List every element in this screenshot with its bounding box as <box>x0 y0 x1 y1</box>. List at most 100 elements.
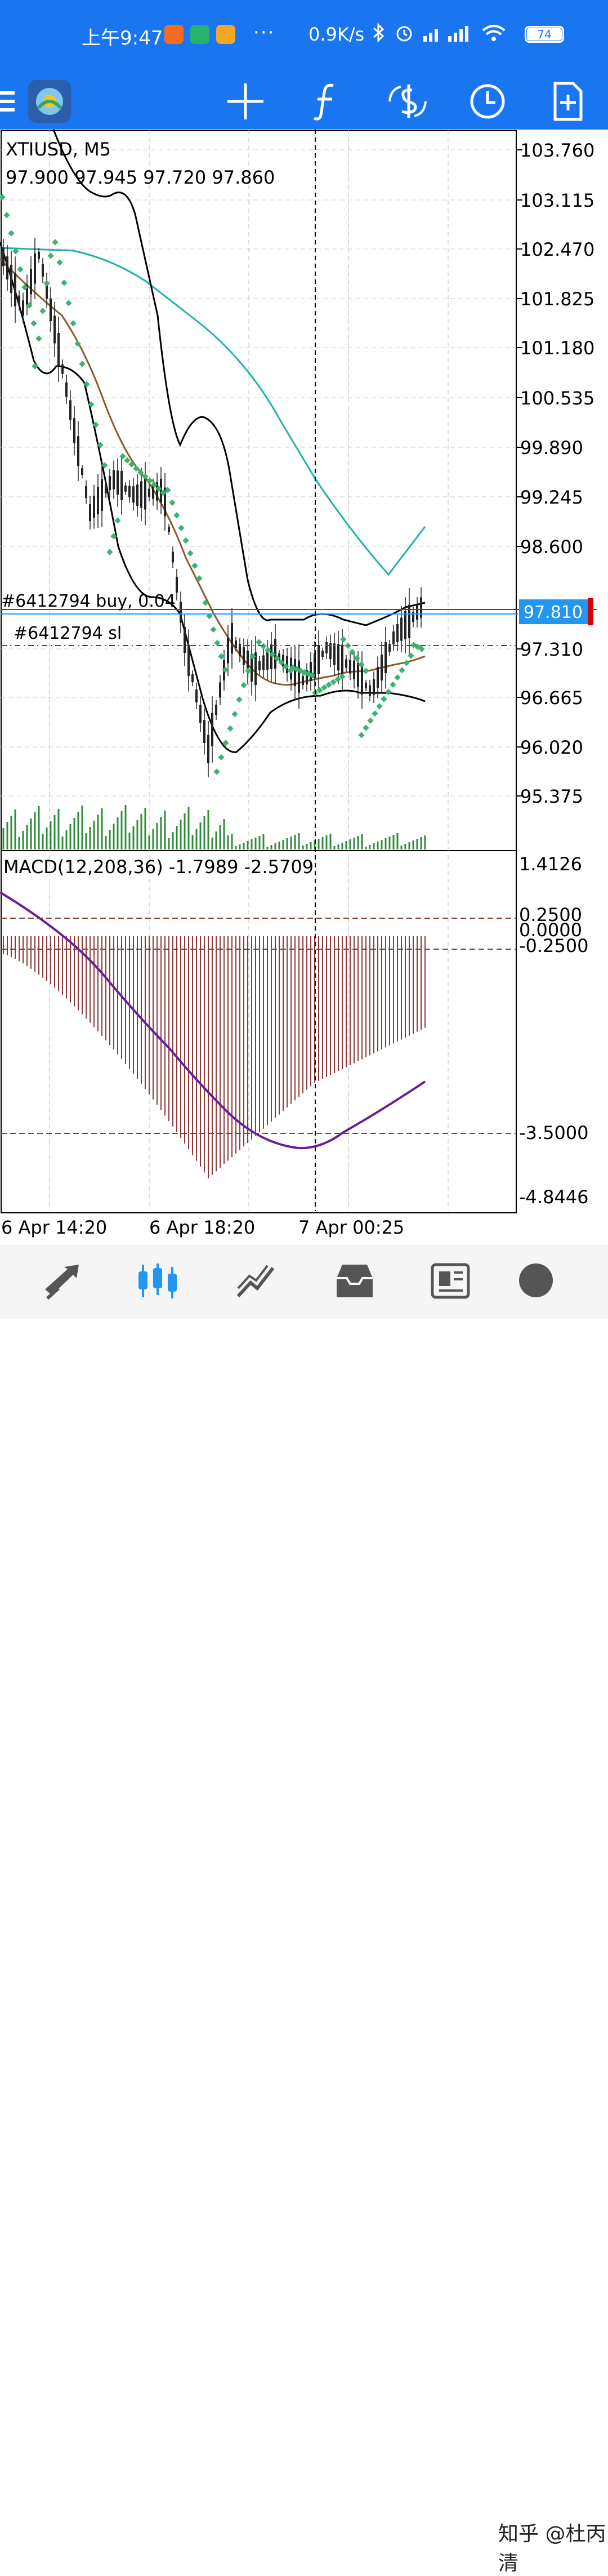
psar-dot <box>354 655 360 662</box>
candle-body <box>278 653 280 660</box>
volume-bar <box>164 811 166 849</box>
timeframe-clock-icon[interactable] <box>465 79 510 124</box>
psar-dot <box>146 477 153 484</box>
candle-body <box>109 476 111 490</box>
volume-bar <box>243 843 245 849</box>
psar-dot <box>321 684 328 691</box>
psar-dot <box>358 732 365 738</box>
candle-body <box>337 644 339 671</box>
bottom-navigation: 知乎 @杜丙清 <box>0 1245 608 2575</box>
candle-body <box>22 300 24 316</box>
volume-bar <box>333 846 336 849</box>
psar-dot <box>358 661 365 668</box>
news-icon[interactable] <box>428 1261 473 1301</box>
volume-bar <box>50 821 52 849</box>
psar-dot <box>137 469 144 476</box>
volume-bar <box>424 835 426 849</box>
menu-icon[interactable] <box>0 79 17 124</box>
volume-bar <box>172 832 174 849</box>
macd-tick-label: -0.2500 <box>519 935 589 956</box>
candle-body <box>132 486 135 503</box>
psar-dot <box>394 674 401 681</box>
volume-bar <box>219 825 221 849</box>
trade-icon[interactable] <box>234 1261 279 1301</box>
psar-dot <box>155 485 162 492</box>
quotes-icon[interactable] <box>39 1261 84 1301</box>
volume-bar <box>381 840 383 849</box>
candle-body <box>381 655 383 680</box>
psar-dot <box>210 626 217 633</box>
psar-dot <box>133 465 140 472</box>
psar-dot <box>376 703 383 710</box>
candle-body <box>416 604 418 620</box>
volume-bar <box>294 835 296 849</box>
price-tick-label: 95.375 <box>520 786 583 807</box>
candle-body <box>61 364 64 374</box>
candle-body <box>420 597 422 618</box>
psar-dot <box>65 300 72 306</box>
psar-dot <box>30 320 37 327</box>
psar-dot <box>101 462 108 469</box>
function-icon[interactable] <box>304 79 349 124</box>
macd-signal-line <box>0 891 426 1150</box>
price-axis[interactable]: 103.760 103.115 102.470 101.825 101.180 100.5… <box>516 140 594 807</box>
candle-body <box>97 487 99 514</box>
candle-body <box>6 256 8 280</box>
history-icon[interactable] <box>332 1261 377 1301</box>
candle-body <box>207 735 209 763</box>
volume-bar <box>124 805 127 849</box>
volume-bar <box>77 812 79 849</box>
candle-body <box>227 638 229 664</box>
price-tick-label: 101.825 <box>520 288 594 310</box>
price-chart[interactable]: XTIUSD, M5 97.900 97.945 97.720 97.860 #… <box>0 130 608 1245</box>
price-tick-label: 100.535 <box>520 388 594 409</box>
candle-body <box>89 504 91 521</box>
candle-body <box>270 644 272 669</box>
volume-bar <box>251 839 253 849</box>
battery-icon: 74 <box>525 26 564 43</box>
psar-dot <box>187 550 194 557</box>
time-axis[interactable]: 6 Apr 14:20 6 Apr 18:20 7 Apr 00:25 <box>1 1217 404 1238</box>
volume-bar <box>258 836 261 849</box>
psar-dot <box>3 212 10 219</box>
psar-dot <box>110 533 117 540</box>
volume-bar <box>254 838 257 849</box>
current-price-tag: 97.810 <box>519 598 593 625</box>
volume-bar <box>46 827 48 849</box>
psar-dot <box>363 668 369 674</box>
volume-bar <box>314 840 316 849</box>
psar-dot <box>245 668 252 674</box>
psar-dot <box>309 672 316 679</box>
psar-dot <box>39 308 46 314</box>
price-tick-label: 103.760 <box>520 140 594 161</box>
symbol-change-icon[interactable] <box>385 79 430 124</box>
volume-bar <box>203 816 205 849</box>
price-tick-label: 101.180 <box>520 337 594 359</box>
time-tick-label: 6 Apr 14:20 <box>1 1217 107 1238</box>
candle-body <box>404 611 406 639</box>
candle-body <box>168 527 170 532</box>
volume-bar <box>239 844 241 849</box>
message-notification-icon <box>216 25 235 44</box>
candle-body <box>282 655 284 667</box>
new-order-icon[interactable] <box>545 79 590 124</box>
macd-histogram <box>3 936 426 1178</box>
volume-bar <box>22 831 24 849</box>
volume-bar <box>274 843 276 849</box>
psar-dot <box>231 710 238 718</box>
volume-bar <box>18 837 20 849</box>
volume-bar <box>361 834 363 849</box>
crosshair-icon[interactable] <box>223 79 268 124</box>
ohlc-label: 97.900 97.945 97.720 97.860 <box>6 167 275 188</box>
candle-body <box>65 382 68 397</box>
candle-body <box>81 468 83 475</box>
chat-icon[interactable] <box>513 1261 558 1301</box>
chart-icon[interactable] <box>135 1261 180 1301</box>
psar-dot <box>214 639 221 647</box>
metatrader-logo-icon <box>28 80 71 123</box>
macd-tick-label: 1.4126 <box>519 853 582 875</box>
psar-dot <box>367 717 374 724</box>
volume-bar <box>400 846 403 849</box>
volume-bar <box>168 838 170 849</box>
candle-body <box>124 485 127 492</box>
